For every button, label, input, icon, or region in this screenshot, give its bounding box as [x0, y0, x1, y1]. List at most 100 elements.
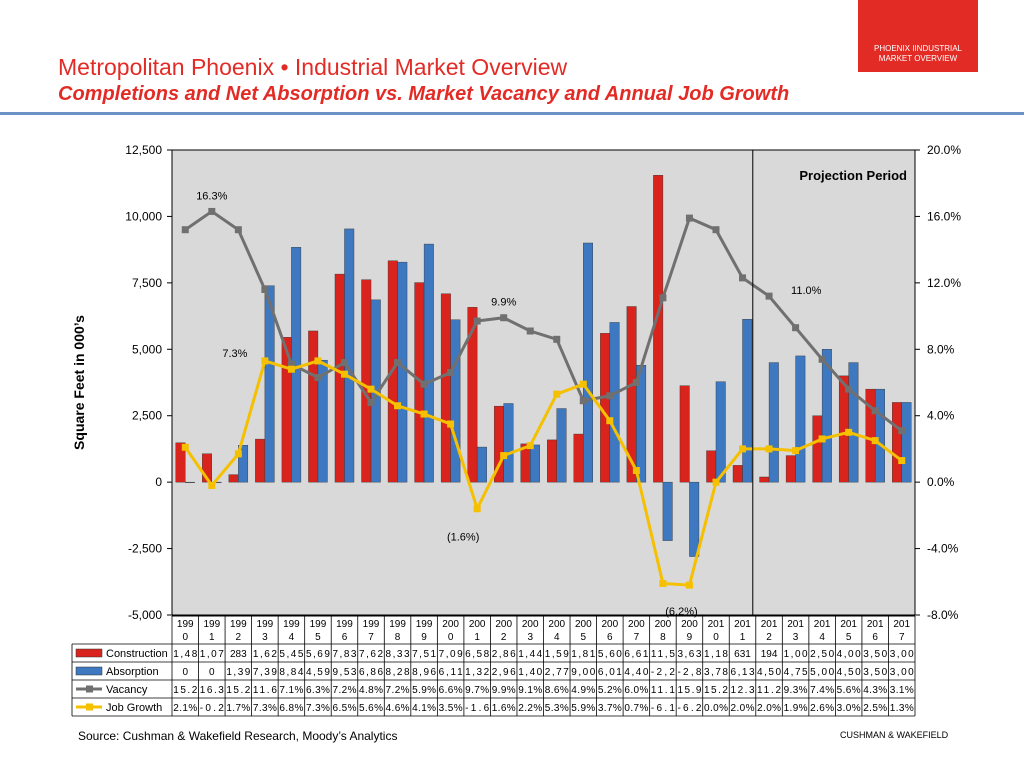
absorption-table-cell: 4,59 [306, 667, 330, 678]
x-tick-label: 201 [708, 619, 725, 630]
x-tick-label: 0 [713, 632, 719, 643]
x-tick-label: 1 [474, 632, 480, 643]
vacancy-point [739, 274, 747, 282]
construction-table-cell: 3,50 [863, 649, 887, 660]
x-tick-label: 200 [495, 619, 512, 630]
job-growth-point [553, 390, 561, 398]
job-growth-table-cell: 6.5% [332, 703, 356, 714]
vacancy-point [818, 355, 826, 363]
vacancy-point [340, 359, 348, 367]
vacancy-table-cell: 4.3% [863, 685, 887, 696]
data-annotation: 9.9% [491, 297, 516, 309]
vacancy-point [287, 360, 295, 368]
construction-table-cell: 2,86 [492, 649, 516, 660]
absorption-bar [264, 285, 275, 483]
page-title: Metropolitan Phoenix • Industrial Market… [58, 54, 568, 80]
y2-tick-label: -4.0% [927, 542, 959, 556]
job-growth-point [898, 457, 906, 465]
vacancy-table-cell: 6.3% [306, 685, 330, 696]
absorption-bar [530, 444, 540, 483]
absorption-bar [715, 381, 726, 483]
job-growth-point [420, 410, 428, 418]
job-growth-point [606, 417, 614, 425]
absorption-table-cell: 8,28 [386, 667, 410, 678]
construction-table-cell: 3,00 [890, 649, 914, 660]
data-annotation: 16.3% [196, 190, 227, 202]
vacancy-point [765, 292, 773, 300]
absorption-bar [503, 403, 514, 483]
vacancy-table-cell: 9.9% [492, 685, 516, 696]
job-growth-point [579, 380, 587, 388]
vacancy-table-cell: 12.3 [731, 685, 755, 696]
absorption-table-cell: -2,8 [677, 667, 701, 678]
absorption-table-cell: 6,11 [439, 667, 463, 678]
absorption-bar [768, 362, 779, 483]
x-tick-label: 0 [182, 632, 188, 643]
vacancy-point [526, 327, 534, 335]
x-tick-label: 2 [236, 632, 242, 643]
job-growth-table-cell: 5.3% [545, 703, 569, 714]
absorption-table-cell: 4,75 [784, 667, 808, 678]
vacancy-table-cell: 9.3% [784, 685, 808, 696]
y-tick-label: -5,000 [128, 608, 162, 622]
x-tick-label: 6 [872, 632, 878, 643]
vacancy-table-cell: 16.3 [200, 685, 224, 696]
vacancy-point [845, 385, 853, 393]
x-tick-label: 4 [554, 632, 560, 643]
vacancy-table-cell: 11.1 [651, 685, 675, 696]
x-tick-label: 201 [867, 619, 884, 630]
construction-bar [255, 438, 266, 483]
absorption-table-cell: 6,86 [359, 667, 383, 678]
absorption-table-cell: 8,96 [412, 667, 436, 678]
absorption-bar [344, 228, 355, 483]
y-tick-label: -2,500 [128, 542, 162, 556]
construction-table-cell: 2,50 [810, 649, 834, 660]
job-growth-table-cell: -0.2 [200, 703, 224, 714]
source-note: Source: Cushman & Wakefield Research, Mo… [78, 729, 398, 743]
job-growth-table-cell: 2.0% [731, 703, 755, 714]
job-growth-table-cell: 2.5% [863, 703, 887, 714]
absorption-legend-label: Absorption [106, 666, 159, 678]
construction-table-cell: 5,69 [306, 649, 330, 660]
absorption-table-cell: 6,13 [731, 667, 755, 678]
job-growth-table-cell: 1.7% [226, 703, 250, 714]
construction-table-cell: 6,61 [624, 649, 648, 660]
x-tick-label: 200 [548, 619, 565, 630]
job-growth-point [340, 370, 348, 378]
job-growth-table-cell: 1.6% [492, 703, 516, 714]
vacancy-legend-label: Vacancy [106, 684, 148, 696]
job-growth-legend-label: Job Growth [106, 702, 162, 714]
job-growth-table-cell: 3.5% [439, 703, 463, 714]
job-growth-point [314, 357, 322, 365]
construction-table-cell: 283 [230, 649, 247, 660]
job-growth-point [712, 478, 720, 486]
title-divider [0, 112, 1024, 115]
absorption-table-cell: 3,00 [890, 667, 914, 678]
absorption-table-cell: 4,50 [837, 667, 861, 678]
construction-table-cell: 6,58 [465, 649, 489, 660]
construction-bar [467, 307, 478, 483]
x-tick-label: 199 [257, 619, 274, 630]
job-growth-table-cell: 1.3% [890, 703, 914, 714]
construction-table-cell: 1,62 [253, 649, 277, 660]
absorption-table-cell: 8,84 [279, 667, 303, 678]
job-growth-table-cell: 7.3% [253, 703, 277, 714]
brand-box: PHOENIX IINDUSTRIAL MARKET OVERVIEW [858, 0, 978, 72]
vacancy-point [792, 324, 800, 332]
combo-chart: 12,50010,0007,5005,0002,5000-2,500-5,000… [71, 143, 961, 717]
construction-table-cell: 5,45 [279, 649, 303, 660]
job-growth-table-cell: 5.9% [571, 703, 595, 714]
vacancy-table-cell: 6.6% [439, 685, 463, 696]
construction-table-cell: 1,44 [518, 649, 542, 660]
construction-bar [361, 279, 372, 483]
x-tick-label: 200 [655, 619, 672, 630]
x-tick-label: 8 [395, 632, 401, 643]
y-axis-title: Square Feet in 000’s [71, 315, 87, 450]
x-tick-label: 199 [389, 619, 406, 630]
x-tick-label: 4 [819, 632, 825, 643]
job-growth-point [632, 467, 640, 475]
x-tick-label: 200 [681, 619, 698, 630]
vacancy-table-cell: 5.6% [837, 685, 861, 696]
construction-table-cell: 3,63 [677, 649, 701, 660]
construction-bar [334, 273, 345, 483]
